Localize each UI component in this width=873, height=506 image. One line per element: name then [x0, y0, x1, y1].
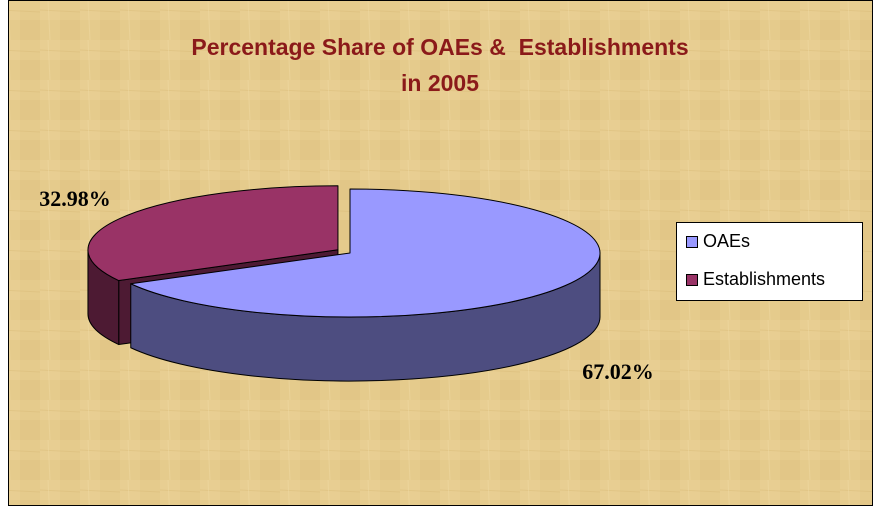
legend-swatch	[686, 274, 698, 286]
slice-top	[130, 188, 601, 318]
pie: 67.02% 32.98%	[39, 185, 654, 384]
legend-label: Establishments	[703, 269, 825, 289]
legend-box	[676, 222, 863, 301]
data-label: 67.02%	[582, 359, 654, 384]
legend-swatch	[686, 236, 698, 248]
legend-label: OAEs	[703, 231, 750, 251]
chart-title: Percentage Share of OAEs & Establishment…	[191, 34, 688, 60]
data-label: 32.98%	[39, 186, 111, 211]
legend: OAEs Establishments	[676, 222, 863, 301]
chart-title: in 2005	[401, 70, 479, 96]
slice-top	[87, 185, 339, 282]
